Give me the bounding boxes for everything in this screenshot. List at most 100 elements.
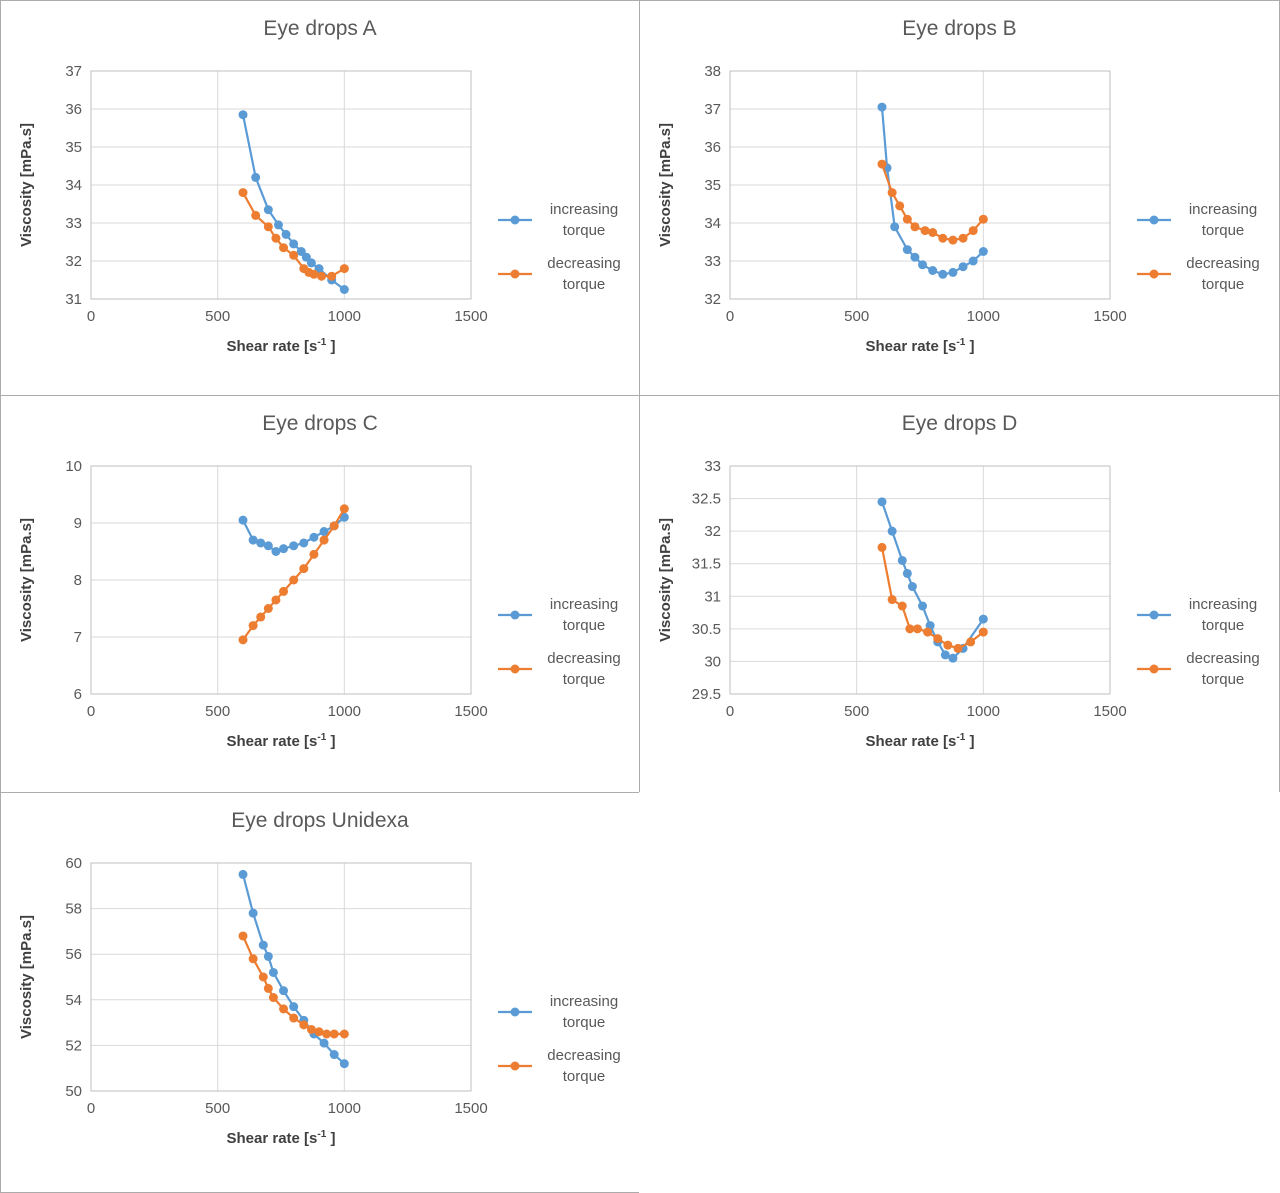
y-tick-label: 34 bbox=[704, 215, 721, 232]
y-tick-label: 9 bbox=[74, 515, 82, 532]
legend-label-increasing: increasing torque bbox=[549, 993, 619, 1031]
chart-panel-eye-drops-b: Eye drops B 32 33 34 35 36 37 38 0 500 1000 1500 Vi… bbox=[639, 0, 1280, 396]
y-tick-label: 7 bbox=[74, 629, 82, 646]
y-tick-label: 56 bbox=[65, 946, 82, 963]
legend-marker-increasing-icon bbox=[498, 610, 532, 620]
x-tick-label: 500 bbox=[844, 703, 869, 720]
legend-item-increasing: increasing torque bbox=[497, 594, 637, 636]
y-tick-label: 32 bbox=[65, 253, 82, 270]
data-point-marker-increasing bbox=[319, 1038, 329, 1048]
data-point-marker-increasing bbox=[238, 869, 248, 879]
data-point-marker-increasing bbox=[339, 285, 349, 294]
data-point-marker-increasing bbox=[910, 252, 920, 262]
data-point-marker-decreasing bbox=[289, 575, 299, 585]
data-point-marker-decreasing bbox=[933, 634, 943, 644]
data-point-marker-decreasing bbox=[248, 954, 258, 964]
legend-dot bbox=[510, 610, 520, 620]
data-point-marker-decreasing bbox=[263, 983, 273, 993]
data-point-marker-decreasing bbox=[258, 972, 268, 982]
data-point-marker-decreasing bbox=[923, 627, 933, 637]
data-point-marker-decreasing bbox=[912, 624, 922, 634]
x-tick-label: 500 bbox=[844, 308, 869, 325]
chart-title: Eye drops B bbox=[902, 17, 1017, 40]
data-point-marker-decreasing bbox=[314, 1027, 324, 1037]
data-point-marker-increasing bbox=[877, 497, 887, 507]
y-tick-label: 31 bbox=[65, 291, 82, 308]
x-tick-label: 0 bbox=[87, 703, 95, 720]
data-point-marker-increasing bbox=[928, 266, 938, 275]
y-tick-label: 60 bbox=[65, 855, 82, 872]
data-point-marker-increasing bbox=[248, 535, 258, 545]
chart-body: 31 32 33 34 35 36 37 0 500 1000 1500 Viscosity [mPa… bbox=[1, 53, 639, 365]
data-point-marker-decreasing bbox=[238, 188, 248, 198]
y-tick-label: 52 bbox=[65, 1037, 82, 1054]
plot-border bbox=[90, 70, 472, 300]
chart-legend: increasing torque decreasing torque bbox=[497, 199, 637, 365]
legend-item-decreasing: decreasing torque bbox=[1136, 253, 1276, 295]
x-tick-label: 1000 bbox=[328, 308, 361, 325]
data-point-marker-increasing bbox=[902, 568, 912, 578]
data-point-marker-decreasing bbox=[928, 228, 938, 237]
legend-marker-increasing-icon bbox=[498, 1007, 532, 1017]
data-point-marker-decreasing bbox=[256, 612, 266, 622]
y-tick-label: 54 bbox=[65, 992, 82, 1009]
data-point-marker-decreasing bbox=[329, 521, 339, 531]
legend-marker-decreasing-icon bbox=[1137, 269, 1171, 279]
data-point-marker-increasing bbox=[978, 247, 988, 256]
data-point-marker-decreasing bbox=[938, 233, 948, 243]
legend-item-decreasing: decreasing torque bbox=[497, 648, 637, 690]
data-point-marker-increasing bbox=[281, 229, 291, 239]
y-tick-label: 32 bbox=[704, 291, 721, 308]
y-tick-label: 32 bbox=[704, 523, 721, 540]
y-tick-label: 30.5 bbox=[692, 621, 721, 638]
legend-marker-decreasing-icon bbox=[498, 1061, 532, 1071]
data-point-marker-increasing bbox=[948, 267, 958, 277]
data-point-marker-increasing bbox=[251, 172, 261, 182]
x-tick-label: 1500 bbox=[1093, 703, 1126, 720]
data-point-marker-increasing bbox=[248, 908, 258, 918]
data-point-marker-decreasing bbox=[238, 931, 248, 941]
data-point-marker-decreasing bbox=[978, 627, 988, 637]
empty-grid-cell bbox=[639, 792, 1280, 1193]
data-point-marker-decreasing bbox=[905, 624, 915, 634]
y-axis-title: Viscosity [mPa.s] bbox=[657, 123, 674, 247]
data-point-marker-decreasing bbox=[299, 1020, 309, 1030]
data-point-marker-decreasing bbox=[958, 233, 968, 243]
plot-area: 6 7 8 9 10 0 500 1000 1500 Viscosity [mPa.s] Shear… bbox=[18, 458, 488, 750]
chart-legend: increasing torque decreasing torque bbox=[497, 594, 637, 760]
data-point-marker-decreasing bbox=[966, 637, 976, 647]
x-tick-label: 1500 bbox=[454, 308, 487, 325]
legend-dot bbox=[1149, 664, 1159, 674]
legend-label-decreasing: decreasing torque bbox=[1186, 255, 1260, 293]
data-point-marker-decreasing bbox=[943, 640, 953, 650]
data-point-marker-decreasing bbox=[289, 1013, 299, 1023]
plot-area: 50 52 54 56 58 60 0 500 1000 1500 Viscosity [mPa.s… bbox=[18, 855, 488, 1147]
y-tick-label: 34 bbox=[65, 177, 82, 194]
legend-label-increasing: increasing torque bbox=[549, 201, 619, 239]
chart-title: Eye drops C bbox=[262, 412, 378, 435]
legend-item-decreasing: decreasing torque bbox=[497, 1045, 637, 1087]
data-point-marker-increasing bbox=[890, 222, 900, 232]
x-tick-label: 1000 bbox=[328, 1100, 361, 1117]
chart-panel-eye-drops-a: Eye drops A 31 32 33 34 35 36 37 0 500 1000 1500 Vi… bbox=[0, 0, 640, 396]
data-point-marker-decreasing bbox=[902, 214, 912, 224]
x-tick-label: 1500 bbox=[454, 703, 487, 720]
legend-marker-decreasing-icon bbox=[1137, 664, 1171, 674]
legend-label-decreasing: decreasing torque bbox=[547, 255, 621, 293]
data-point-marker-increasing bbox=[306, 258, 316, 268]
x-tick-label: 500 bbox=[205, 308, 230, 325]
legend-item-increasing: increasing torque bbox=[1136, 199, 1276, 241]
chart-legend: increasing torque decreasing torque bbox=[497, 991, 637, 1157]
data-point-marker-increasing bbox=[273, 220, 283, 230]
data-point-marker-increasing bbox=[258, 940, 268, 950]
data-point-marker-increasing bbox=[918, 601, 928, 611]
y-tick-label: 29.5 bbox=[692, 686, 721, 703]
x-tick-label: 1000 bbox=[967, 308, 1000, 325]
chart-legend: increasing torque decreasing torque bbox=[1136, 594, 1276, 760]
chart-panel-eye-drops-c: Eye drops C 6 7 8 9 10 0 500 1000 1500 Viscosity … bbox=[0, 395, 640, 793]
legend-label-decreasing: decreasing torque bbox=[547, 1047, 621, 1085]
data-point-marker-increasing bbox=[948, 653, 958, 663]
chart-title: Eye drops D bbox=[901, 412, 1018, 435]
data-point-marker-decreasing bbox=[329, 1029, 339, 1039]
data-point-marker-increasing bbox=[940, 650, 950, 660]
